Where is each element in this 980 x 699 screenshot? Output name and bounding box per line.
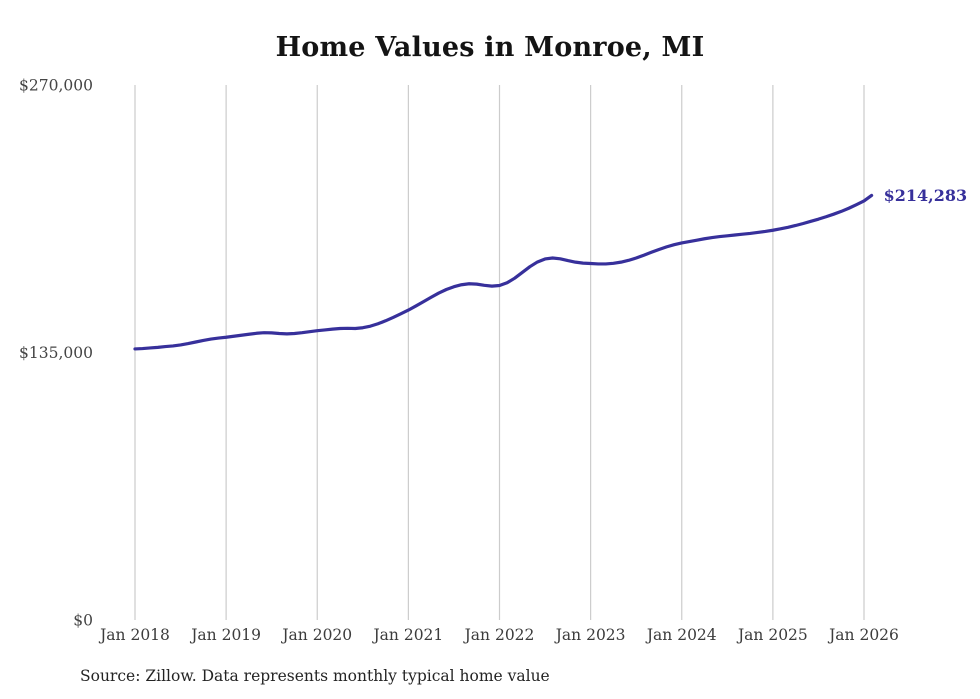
value-line	[133, 193, 874, 351]
source-note: Source: Zillow. Data represents monthly …	[80, 667, 550, 685]
x-tick-label: Jan 2022	[463, 626, 535, 644]
x-tick-label: Jan 2019	[189, 626, 261, 644]
chart-title: Home Values in Monroe, MI	[275, 32, 705, 63]
y-tick-label: $270,000	[19, 77, 93, 95]
x-tick-label: Jan 2025	[736, 626, 808, 644]
end-value-label: $214,283	[884, 186, 968, 205]
x-tick-label: Jan 2020	[280, 626, 352, 644]
y-tick-label: $0	[73, 612, 93, 630]
x-tick-label: Jan 2023	[554, 626, 626, 644]
x-tick-label: Jan 2024	[645, 626, 717, 644]
x-tick-label: Jan 2021	[371, 626, 443, 644]
x-tick-label: Jan 2026	[827, 626, 899, 644]
x-tick-label: Jan 2018	[98, 626, 170, 644]
y-tick-label: $135,000	[19, 344, 93, 362]
